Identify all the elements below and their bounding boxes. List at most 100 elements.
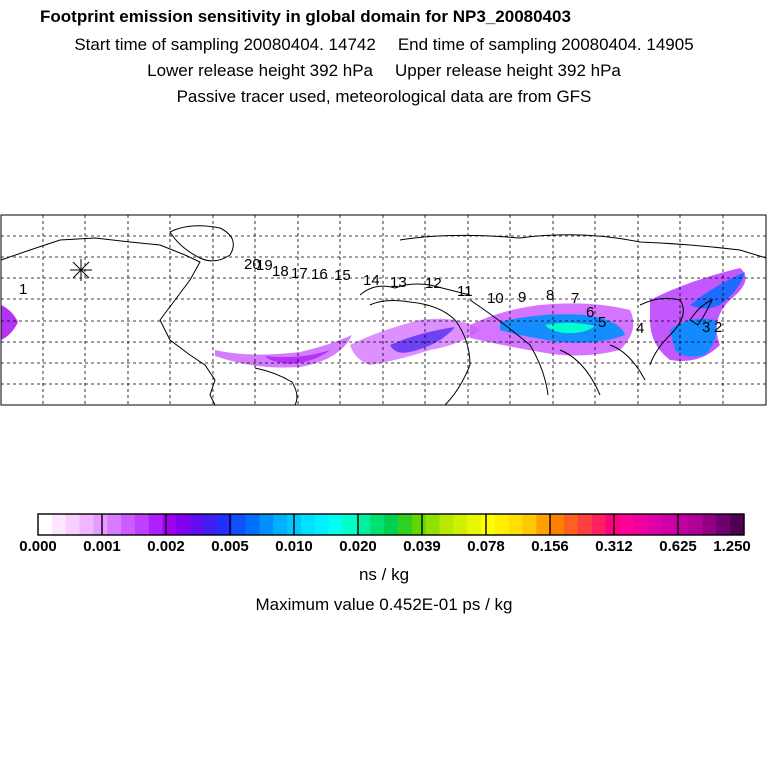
figure-title: Footprint emission sensitivity in global… (40, 7, 571, 26)
tracer-note: Passive tracer used, meteorological data… (176, 87, 592, 106)
colorbar-cell (65, 514, 81, 535)
trajectory-label: 18 (272, 263, 289, 280)
release-heights: Lower release height 392 hPa Upper releas… (0, 61, 768, 81)
colorbar-cell (384, 514, 399, 535)
colorbar-cell (148, 514, 164, 535)
colorbar-cell (217, 514, 233, 535)
colorbar-cell (674, 514, 690, 535)
colorbar-tick-label: 0.010 (275, 538, 313, 555)
colorbar-cell (467, 514, 482, 535)
coast-east-asia (639, 297, 684, 366)
colorbar-tick-label: 0.039 (403, 538, 441, 555)
trajectory-label: 3 (702, 319, 710, 336)
colorbar-cell (425, 514, 441, 535)
colorbar-cell (647, 514, 662, 535)
colorbar-cell (51, 514, 67, 535)
coast-eurasia-north (399, 234, 767, 259)
graticule (1, 215, 766, 405)
plume-africa-core (390, 327, 455, 353)
colorbar-tick-label: 0.000 (19, 538, 57, 555)
colorbar-cell (38, 514, 53, 535)
colorbar-tick-label: 0.078 (467, 538, 505, 555)
trajectory-label: 17 (291, 265, 308, 282)
colorbar-cell (314, 514, 330, 535)
plume-atlantic-core (265, 350, 330, 364)
trajectory-label: 16 (311, 266, 328, 283)
coast-greenland (169, 225, 234, 262)
colorbar-cell (231, 514, 247, 535)
trajectory-label: 1 (19, 281, 27, 298)
plume-west-edge (1, 305, 18, 340)
trajectory-label: 2 (714, 319, 722, 336)
trajectory-label: 12 (425, 275, 442, 292)
colorbar-cell (633, 514, 648, 535)
coastlines (0, 225, 767, 406)
colorbar-cell (245, 514, 261, 535)
colorbar-cell (342, 514, 357, 535)
colorbar-cell (619, 514, 634, 535)
trajectory-label: 6 (586, 304, 594, 321)
colorbar-tick-label: 0.312 (595, 538, 633, 555)
colorbar-tick-label: 1.250 (713, 538, 751, 555)
colorbar-dividers (101, 514, 679, 535)
trajectory-label: 9 (518, 289, 526, 306)
colorbar-cell (204, 514, 219, 535)
colorbar-units: ns / kg (358, 565, 410, 584)
trajectory-label: 7 (571, 290, 579, 307)
plume-japan-core (670, 318, 717, 357)
colorbar-cell (93, 514, 108, 535)
trajectory-label: 15 (334, 267, 351, 284)
sampling-times: Start time of sampling 20080404. 14742 En… (0, 35, 768, 55)
maximum-value: Maximum value 0.452E-01 ps / kg (255, 595, 513, 614)
lower-release-height: Lower release height 392 hPa (147, 61, 373, 80)
colorbar-cell (439, 514, 454, 535)
colorbar-cell (480, 514, 496, 535)
trajectory-label: 10 (487, 290, 504, 307)
coast-europe (359, 283, 471, 296)
colorbar-frame (37, 513, 745, 536)
colorbar-cell (605, 514, 621, 535)
colorbar-cell (716, 514, 731, 535)
colorbar-cell (702, 514, 717, 535)
colorbar-cell (591, 514, 607, 535)
trajectory-label: 13 (390, 274, 407, 291)
coast-japan (689, 299, 713, 326)
colorbar-cell (577, 514, 593, 535)
trajectory-label: 14 (363, 272, 380, 289)
receptor-marker-stroke (72, 261, 90, 279)
colorbar-cell (550, 514, 565, 535)
trajectory-label: 5 (598, 314, 606, 331)
colorbar-cell (301, 514, 316, 535)
colorbar-cell (730, 514, 745, 535)
colorbar-cell (370, 514, 385, 535)
colorbar-tick-label: 0.156 (531, 538, 569, 555)
colorbar-cell (162, 514, 178, 535)
colorbar-cell (79, 514, 94, 535)
colorbar-tick-label: 0.001 (83, 538, 121, 555)
map-panel: 1 20 19 18 17 16 15 14 13 12 11 10 9 8 7… (0, 214, 767, 406)
colorbar-cell (107, 514, 122, 535)
colorbar-cell (273, 514, 288, 535)
trajectory-label: 19 (256, 257, 273, 274)
coast-north-america (0, 237, 216, 406)
colorbar-cell (411, 514, 427, 535)
colorbar-cell (190, 514, 205, 535)
colorbar-tick-label: 0.020 (339, 538, 377, 555)
coast-south-america (254, 367, 298, 406)
trajectory-label: 11 (457, 283, 473, 300)
colorbar-tick-label: 0.005 (211, 538, 249, 555)
colorbar-cell (453, 514, 468, 535)
colorbar-cell (259, 514, 274, 535)
trajectory-label: 20 (244, 256, 261, 273)
colorbar-cell (121, 514, 136, 535)
upper-release-height: Upper release height 392 hPa (395, 61, 621, 80)
trajectory-label: 4 (636, 320, 644, 337)
colorbar-cell (134, 514, 150, 535)
plume-asia-cyan (545, 322, 595, 334)
colorbar-cell (688, 514, 704, 535)
coast-asia-south (469, 299, 646, 396)
colorbar-cell (494, 514, 510, 535)
colorbar-cell (508, 514, 524, 535)
end-time: End time of sampling 20080404. 14905 (397, 35, 694, 54)
